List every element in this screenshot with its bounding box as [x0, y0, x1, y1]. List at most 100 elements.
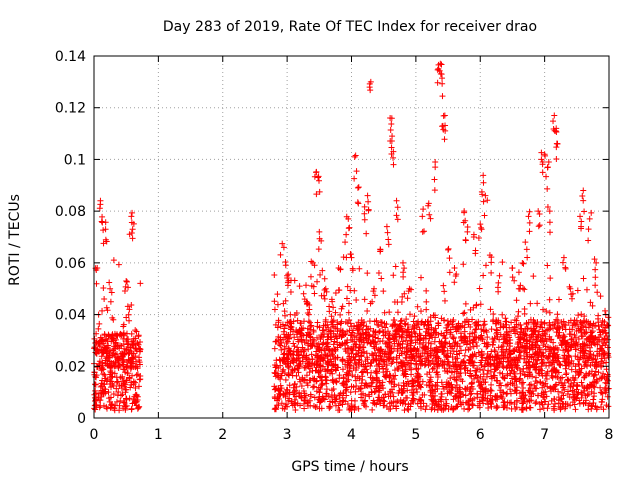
data-point [321, 292, 328, 299]
data-point [389, 323, 396, 330]
data-point [438, 315, 445, 322]
data-point [91, 381, 98, 388]
data-point [439, 343, 446, 350]
data-point [382, 391, 389, 398]
data-point [97, 201, 104, 208]
data-point [433, 344, 440, 351]
data-point [440, 112, 447, 119]
data-point [108, 335, 115, 342]
data-point [136, 376, 143, 383]
data-point [599, 336, 606, 343]
data-point [535, 345, 542, 351]
data-point [573, 394, 580, 401]
data-point [408, 366, 415, 373]
data-point [538, 338, 545, 345]
data-point [488, 259, 495, 266]
data-point [377, 319, 384, 326]
data-point [469, 316, 476, 323]
data-point [537, 406, 544, 413]
data-point [423, 298, 430, 305]
data-point [452, 273, 459, 280]
x-tick-label: 1 [154, 427, 163, 443]
data-point [424, 318, 431, 325]
data-point [469, 358, 476, 365]
data-point [132, 327, 139, 334]
data-point [499, 343, 506, 350]
data-point [344, 339, 351, 346]
data-point [274, 395, 281, 402]
data-point [545, 158, 552, 165]
data-point [291, 390, 298, 397]
data-point [102, 219, 109, 226]
data-point [392, 327, 399, 334]
data-point [135, 341, 142, 348]
data-point [345, 309, 352, 316]
data-point [301, 405, 308, 412]
data-point [581, 329, 588, 336]
data-point [346, 224, 353, 231]
data-point [565, 377, 572, 384]
data-point [590, 335, 597, 342]
data-point [420, 335, 427, 342]
data-point [521, 355, 528, 362]
data-point [304, 309, 311, 316]
y-tick-label: 0.06 [55, 256, 86, 272]
data-point [312, 404, 319, 411]
data-point [487, 386, 494, 393]
data-point [113, 385, 120, 392]
data-point [546, 296, 553, 303]
data-point [435, 322, 442, 329]
data-point [478, 226, 485, 233]
data-point [477, 382, 484, 389]
data-point [404, 380, 411, 387]
data-point [398, 333, 405, 340]
data-point [604, 393, 611, 400]
data-points [91, 60, 612, 414]
data-point [482, 262, 489, 269]
data-point [551, 395, 558, 402]
data-point [599, 374, 606, 381]
data-point [535, 208, 542, 215]
data-point [438, 339, 445, 346]
data-point [373, 363, 380, 370]
data-point [568, 366, 575, 373]
data-point [363, 335, 370, 342]
data-point [101, 295, 108, 302]
data-point [545, 401, 552, 408]
data-point [592, 266, 599, 273]
data-point [387, 137, 394, 144]
data-point [106, 398, 113, 405]
data-point [526, 404, 533, 411]
data-point [339, 380, 346, 387]
data-point [477, 301, 484, 308]
data-point [275, 317, 282, 324]
data-point [286, 372, 293, 379]
data-point [526, 334, 533, 341]
data-point [368, 359, 375, 366]
data-point [320, 322, 327, 329]
data-point [351, 407, 358, 414]
data-point [480, 322, 487, 329]
data-point [330, 304, 337, 311]
data-point [332, 347, 339, 354]
data-point [365, 198, 372, 205]
data-point [544, 164, 551, 171]
data-point [579, 383, 586, 390]
data-point [355, 326, 362, 333]
data-point [290, 384, 297, 391]
data-point [600, 351, 607, 358]
data-point [559, 259, 566, 266]
data-point [581, 363, 588, 370]
data-point [321, 331, 328, 338]
data-point [274, 324, 281, 331]
data-point [470, 343, 477, 350]
data-point [590, 383, 597, 390]
data-point [539, 401, 546, 408]
data-point [321, 396, 328, 403]
data-point [453, 403, 460, 410]
data-point [555, 296, 562, 303]
data-point [280, 300, 287, 307]
data-point [425, 330, 432, 337]
data-point [343, 254, 350, 261]
data-point [416, 396, 423, 403]
